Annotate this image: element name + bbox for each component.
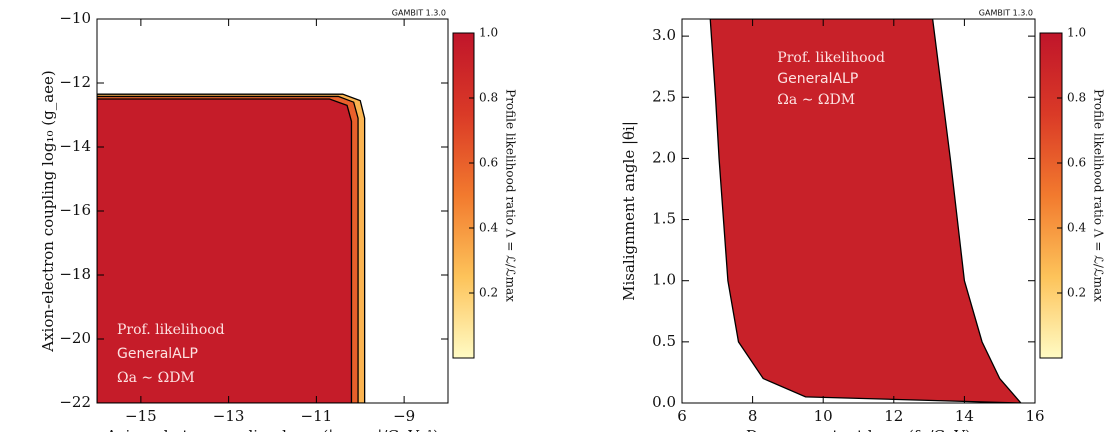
annotation: Prof. likelihood <box>117 322 225 338</box>
colorbar-tick-label: 0.4 <box>479 221 498 235</box>
y-tick-label: 1.0 <box>652 271 676 289</box>
likelihood-region <box>97 98 353 403</box>
colorbar-label: Profile likelihood ratio Λ = ℒ/ℒmax <box>1092 89 1106 302</box>
colorbar <box>1039 32 1063 359</box>
y-tick-label: 1.5 <box>652 210 676 228</box>
y-tick-label: −22 <box>59 393 91 411</box>
y-axis-label: Axion-electron coupling log₁₀ (g_aee) <box>39 70 57 353</box>
x-tick-label: 10 <box>814 407 833 425</box>
x-tick-label: 12 <box>884 407 903 425</box>
y-tick-label: −16 <box>59 201 91 219</box>
colorbar-label: Profile likelihood ratio Λ = ℒ/ℒmax <box>504 89 518 302</box>
y-axis-label: Misalignment angle |θi| <box>620 121 638 301</box>
colorbar-tick-label: 1.0 <box>479 26 498 40</box>
annotation: Prof. likelihood <box>777 50 885 66</box>
x-tick-label: 6 <box>677 407 687 425</box>
colorbar <box>452 32 475 359</box>
y-tick-label: −18 <box>59 265 91 283</box>
y-tick-label: 0.0 <box>652 393 676 411</box>
x-tick-label: 14 <box>955 407 974 425</box>
plot-frame <box>681 18 1036 404</box>
annotation: GeneralALP <box>777 71 858 87</box>
plot-area <box>97 93 366 403</box>
likelihood-region <box>709 19 1022 403</box>
plot-area <box>709 19 1022 403</box>
y-tick-label: 2.5 <box>652 87 676 105</box>
annotation: Ωa ∼ ΩDM <box>117 370 195 386</box>
y-tick-label: 0.5 <box>652 332 676 350</box>
colorbar-tick-label: 0.8 <box>1067 91 1086 105</box>
watermark: GAMBIT 1.3.0 <box>392 9 446 18</box>
colorbar-tick-label: 0.4 <box>1067 221 1086 235</box>
colorbar-tick-label: 0.2 <box>1067 286 1086 300</box>
y-tick-label: −10 <box>59 9 91 27</box>
x-tick-label: −15 <box>125 407 157 425</box>
y-tick-label: −12 <box>59 73 91 91</box>
y-tick-label: −20 <box>59 329 91 347</box>
x-tick-label: 8 <box>748 407 758 425</box>
x-tick-label: −11 <box>301 407 333 425</box>
colorbar-tick-label: 0.6 <box>1067 156 1086 170</box>
y-tick-label: −14 <box>59 137 91 155</box>
annotation: GeneralALP <box>117 346 198 362</box>
colorbar-tick-label: 0.6 <box>479 156 498 170</box>
colorbar-tick-label: 0.2 <box>479 286 498 300</box>
x-tick-label: −13 <box>213 407 245 425</box>
annotation: Ωa ∼ ΩDM <box>777 92 855 108</box>
x-tick-label: 16 <box>1025 407 1044 425</box>
colorbar-tick-label: 0.8 <box>479 91 498 105</box>
x-axis-label: Decay constant log₁₀ (fa/GeV) <box>746 427 971 432</box>
colorbar-tick-label: 1.0 <box>1067 26 1086 40</box>
x-axis-label: Axion-photon coupling log₁₀ (|g_aγγ|/GeV… <box>105 427 439 432</box>
x-tick-label: −9 <box>393 407 415 425</box>
y-tick-label: 2.0 <box>652 148 676 166</box>
watermark: GAMBIT 1.3.0 <box>979 9 1033 18</box>
y-tick-label: 3.0 <box>652 26 676 44</box>
